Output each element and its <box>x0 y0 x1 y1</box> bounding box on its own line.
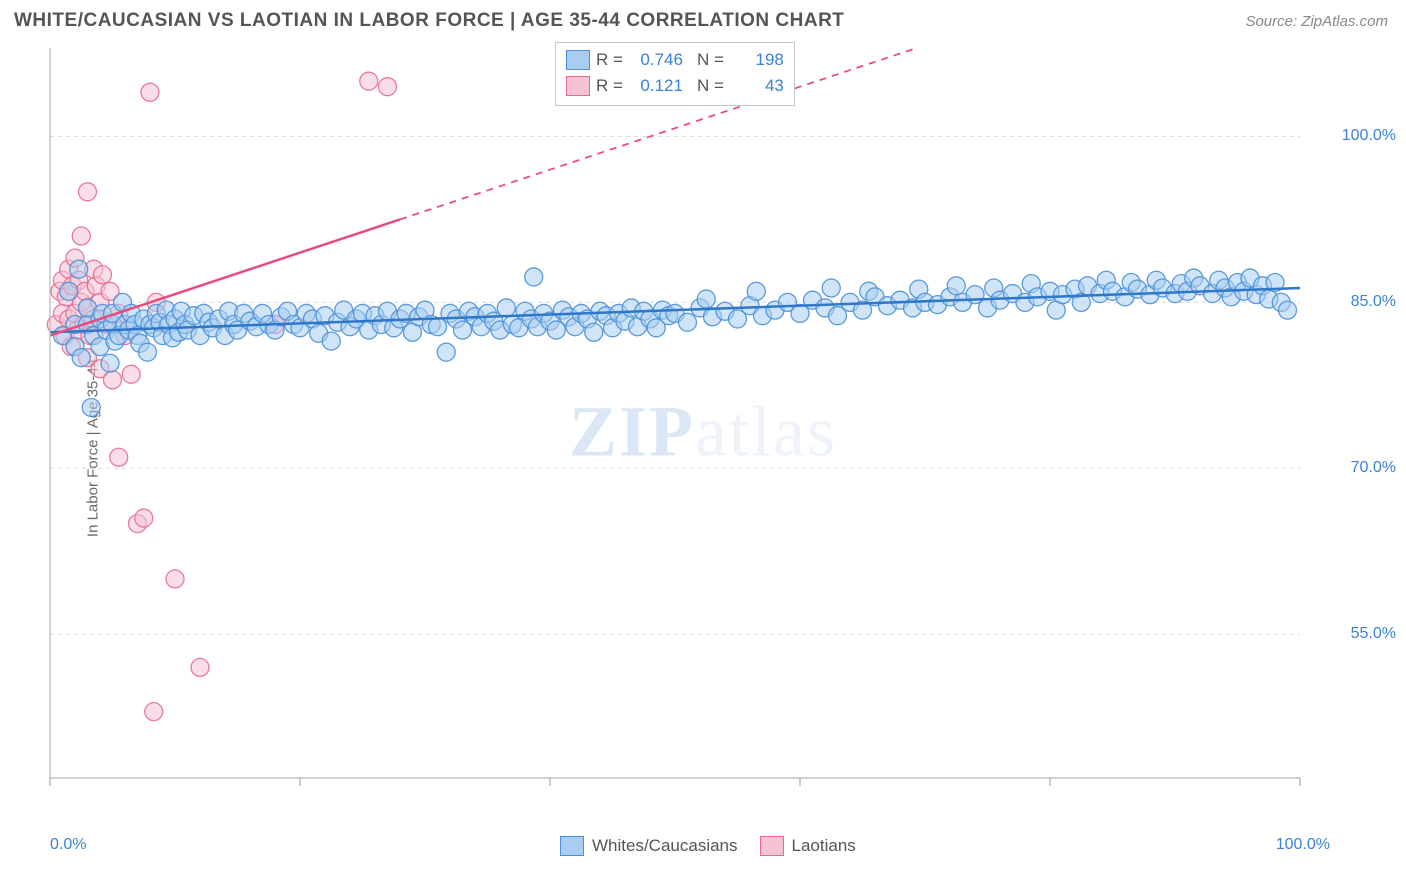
plot-area: In Labor Force | Age 35-44 ZIPatlas 55.0… <box>0 38 1406 858</box>
legend-item: Laotians <box>760 836 856 856</box>
series-legend: Whites/Caucasians Laotians <box>560 836 856 856</box>
y-tick-label: 55.0% <box>1351 625 1396 643</box>
x-tick-label: 0.0% <box>50 836 86 854</box>
legend-row: R =0.746N =198 <box>566 47 784 73</box>
y-tick-label: 100.0% <box>1342 127 1396 145</box>
chart-title: WHITE/CAUCASIAN VS LAOTIAN IN LABOR FORC… <box>14 10 844 32</box>
legend-swatch <box>566 76 590 96</box>
y-tick-label: 70.0% <box>1351 459 1396 477</box>
source-label: Source: ZipAtlas.com <box>1245 13 1388 30</box>
legend-swatch <box>760 836 784 856</box>
legend-row: R =0.121N =43 <box>566 73 784 99</box>
legend-item: Whites/Caucasians <box>560 836 738 856</box>
correlation-legend: R =0.746N =198R =0.121N =43 <box>555 42 795 106</box>
y-tick-label: 85.0% <box>1351 293 1396 311</box>
x-tick-label: 100.0% <box>1276 836 1330 854</box>
chart-svg <box>40 38 1340 818</box>
legend-swatch <box>560 836 584 856</box>
legend-swatch <box>566 50 590 70</box>
